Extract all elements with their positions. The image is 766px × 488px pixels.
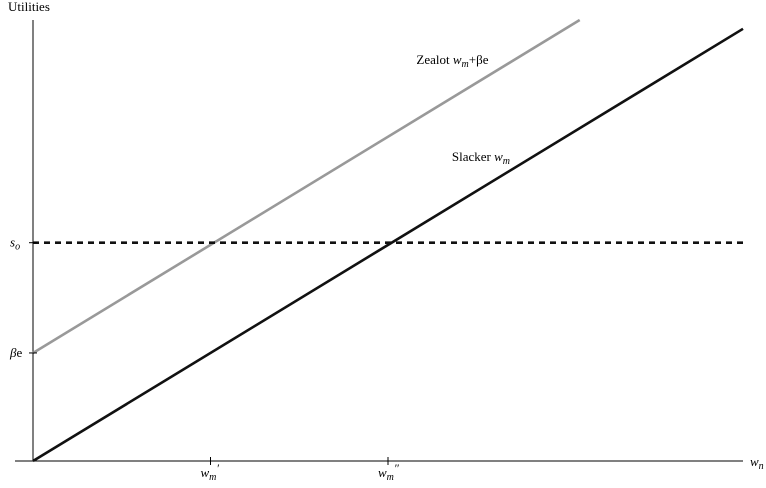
series-label-layer: Zealot wm+βe Slacker wm	[416, 52, 510, 167]
y-tick-label-1: so	[10, 235, 20, 253]
series-line-2	[32, 27, 744, 463]
x-tick-label-2: wm″	[378, 461, 400, 483]
x-axis-label: wn	[750, 454, 764, 472]
series-label-2: Slacker wm	[452, 149, 510, 167]
tick-layer: so βe wm′ wm″	[9, 235, 400, 483]
y-tick-label-2: βe	[9, 345, 22, 360]
series-line-1	[32, 18, 581, 355]
series-label-1: Zealot wm+βe	[416, 52, 488, 70]
series-layer	[32, 18, 744, 463]
y-axis-label: Utilities	[8, 0, 50, 14]
x-tick-label-1: wm′	[201, 461, 220, 483]
